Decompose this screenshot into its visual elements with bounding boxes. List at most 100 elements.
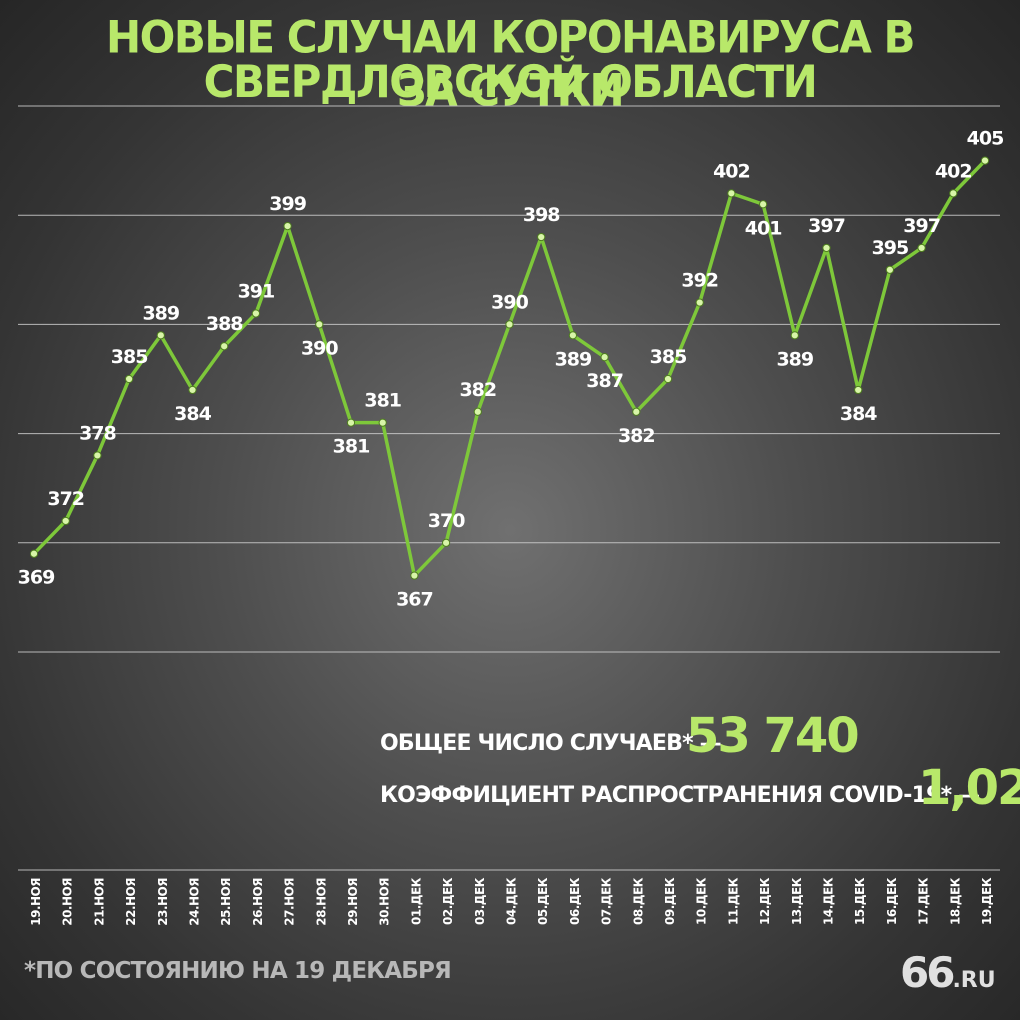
data-label: 367	[396, 589, 433, 611]
x-tick-label: 17.ДЕК	[917, 877, 931, 925]
data-label: 401	[745, 217, 782, 239]
data-point	[917, 243, 926, 253]
data-point	[727, 189, 736, 198]
x-tick-label: 24.НОЯ	[188, 878, 202, 926]
data-point	[505, 320, 514, 329]
data-label: 389	[142, 302, 179, 324]
x-tick-label: 06.ДЕК	[568, 877, 582, 925]
data-label: 397	[903, 215, 940, 237]
data-label: 384	[840, 403, 877, 425]
data-point	[854, 385, 863, 395]
data-point	[980, 156, 990, 165]
chart-title-line2: ЗА СУТКИ	[396, 64, 625, 117]
x-tick-label: 02.ДЕК	[441, 877, 455, 925]
data-label: 381	[333, 436, 370, 458]
x-tick-label: 20.НОЯ	[61, 878, 75, 926]
spread-rate-value: 1,02	[918, 760, 1020, 816]
x-tick-label: 30.НОЯ	[378, 878, 392, 926]
data-point	[822, 243, 831, 253]
x-tick-label: 16.ДЕК	[885, 877, 899, 925]
data-point	[537, 232, 546, 242]
data-point	[568, 331, 578, 340]
data-point	[885, 265, 895, 274]
x-tick-label: 09.ДЕК	[663, 877, 677, 925]
data-label: 382	[459, 379, 496, 401]
data-point	[410, 571, 419, 580]
data-label: 370	[428, 510, 465, 532]
total-cases-value: 53 740	[686, 708, 860, 764]
x-tick-label: 19.НОЯ	[29, 878, 43, 926]
data-label: 392	[681, 270, 718, 292]
data-label: 369	[18, 567, 55, 589]
x-tick-label: 29.НОЯ	[346, 878, 360, 926]
data-point	[315, 320, 324, 329]
x-tick-label: 08.ДЕК	[631, 877, 645, 925]
logo-number: 66	[900, 948, 955, 997]
data-point	[220, 342, 229, 351]
data-point	[93, 451, 102, 460]
data-label: 382	[618, 425, 655, 447]
data-point	[663, 374, 673, 384]
data-label: 384	[174, 403, 211, 425]
data-point	[188, 385, 197, 395]
data-point	[61, 516, 70, 526]
data-point	[632, 407, 641, 416]
data-point	[378, 418, 387, 427]
x-tick-label: 25.НОЯ	[219, 878, 233, 926]
data-point	[156, 331, 165, 340]
data-point	[790, 331, 799, 340]
x-tick-label: 05.ДЕК	[536, 877, 550, 925]
data-label: 391	[238, 280, 275, 302]
data-label: 378	[79, 422, 116, 444]
logo-suffix: .RU	[952, 968, 996, 993]
x-tick-label: 01.ДЕК	[409, 877, 423, 925]
x-tick-label: 26.НОЯ	[251, 878, 265, 926]
data-label: 381	[364, 390, 401, 412]
x-tick-label: 18.ДЕК	[948, 877, 962, 925]
data-point	[251, 309, 260, 318]
site-logo[interactable]: 66.RU	[900, 948, 996, 997]
total-cases-label: ОБЩЕЕ ЧИСЛО СЛУЧАЕВ* —	[380, 731, 722, 756]
data-label: 389	[776, 348, 813, 370]
spread-rate-label: КОЭФФИЦИЕНТ РАСПРОСТРАНЕНИЯ COVID-19* —	[380, 783, 980, 808]
x-tick-label: 07.ДЕК	[600, 877, 614, 925]
data-label: 399	[269, 193, 306, 215]
x-tick-label: 23.НОЯ	[156, 878, 170, 926]
data-label: 387	[586, 370, 623, 392]
data-label: 372	[47, 488, 84, 510]
chart-title-line1: НОВЫЕ СЛУЧАИ КОРОНАВИРУСА В СВЕРДЛОВСКОЙ…	[106, 11, 915, 108]
x-tick-label: 22.НОЯ	[124, 878, 138, 926]
data-label: 402	[935, 160, 972, 182]
data-label: 398	[523, 204, 560, 226]
data-label: 385	[111, 346, 148, 368]
data-label: 405	[967, 128, 1004, 150]
x-tick-label: 04.ДЕК	[505, 877, 519, 925]
x-tick-label: 27.НОЯ	[283, 878, 297, 926]
data-label: 385	[650, 346, 687, 368]
data-point	[283, 222, 292, 231]
x-tick-label: 12.ДЕК	[758, 877, 772, 925]
data-point	[125, 374, 134, 384]
data-point	[759, 200, 768, 209]
x-tick-label: 13.ДЕК	[790, 877, 804, 925]
x-tick-label: 03.ДЕК	[473, 877, 487, 925]
data-point	[600, 353, 609, 362]
data-label: 388	[206, 313, 243, 335]
x-tick-label: 14.ДЕК	[822, 877, 836, 925]
x-tick-label: 28.НОЯ	[314, 878, 328, 926]
x-tick-label: 15.ДЕК	[853, 877, 867, 925]
x-tick-label: 19.ДЕК	[980, 877, 994, 925]
x-tick-label: 10.ДЕК	[695, 877, 709, 925]
x-tick-label: 11.ДЕК	[726, 877, 740, 925]
x-tick-label: 21.НОЯ	[92, 878, 106, 926]
data-label: 402	[713, 160, 750, 182]
data-point	[695, 298, 704, 307]
data-point	[442, 538, 451, 547]
data-point	[473, 407, 482, 416]
data-label: 397	[808, 215, 845, 237]
data-point	[29, 549, 39, 558]
data-label: 390	[491, 291, 528, 313]
data-label: 390	[301, 337, 338, 359]
data-label: 395	[872, 237, 909, 259]
